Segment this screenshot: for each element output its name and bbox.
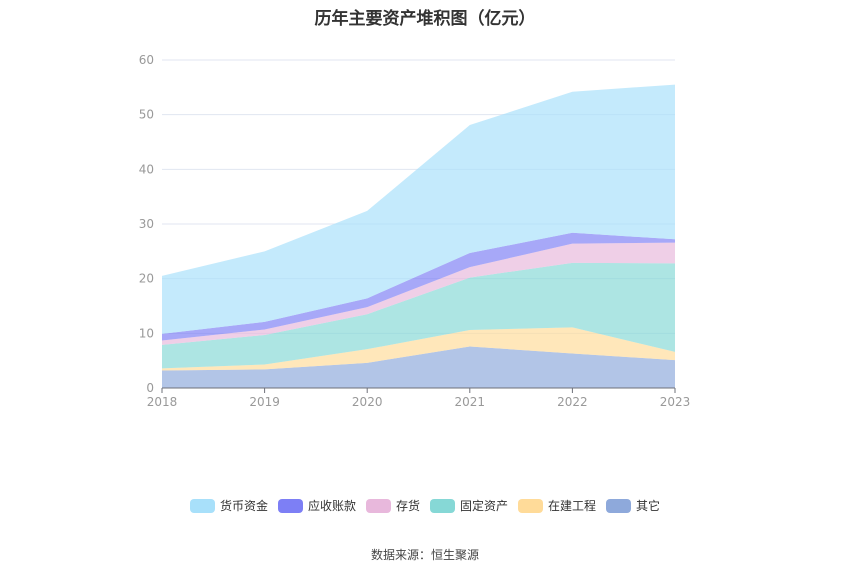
legend-label: 货币资金	[219, 499, 268, 513]
area-series-2	[162, 262, 675, 369]
area-series-0	[162, 346, 675, 388]
legend-swatch	[189, 498, 215, 513]
legend-swatch	[518, 498, 544, 513]
legend: 货币资金 应收账款 存货 固定资产 在建工程 其它	[0, 497, 850, 514]
y-tick-label: 40	[139, 162, 154, 176]
legend-item[interactable]: 应收账款	[277, 497, 356, 514]
chart-title: 历年主要资产堆积图（亿元）	[314, 9, 536, 29]
x-tick-label: 2021	[455, 395, 486, 409]
y-tick-label: 10	[139, 326, 154, 340]
legend-item[interactable]: 其它	[606, 497, 660, 514]
legend-label: 其它	[636, 499, 661, 513]
y-tick-label: 20	[139, 272, 154, 286]
legend-label: 固定资产	[460, 499, 509, 513]
legend-label: 在建工程	[548, 499, 597, 513]
legend-swatch	[277, 498, 303, 513]
area-layer	[162, 84, 675, 388]
legend-swatch	[365, 498, 391, 513]
legend-item[interactable]: 存货	[365, 497, 420, 514]
axis-layer: 0 10 20 30 40 50 60 2018 2019 2020 2021 2022 2023	[139, 53, 691, 409]
legend-label: 应收账款	[307, 499, 356, 513]
x-tick-label: 2022	[557, 395, 588, 409]
area-series-5	[162, 84, 675, 334]
x-tick-label: 2020	[352, 395, 383, 409]
legend-label: 存货	[395, 499, 420, 513]
y-tick-label: 60	[139, 53, 154, 67]
x-tick-label: 2019	[249, 395, 280, 409]
x-tick-label: 2018	[147, 395, 178, 409]
data-source-note: 数据来源：恒生聚源	[370, 548, 479, 562]
y-tick-label: 50	[139, 108, 154, 122]
area-series-3	[162, 242, 675, 345]
y-tick-label: 30	[139, 217, 154, 231]
legend-swatch	[606, 498, 632, 513]
legend-item[interactable]: 在建工程	[518, 497, 596, 514]
legend-item[interactable]: 货币资金	[189, 497, 268, 514]
legend-swatch	[430, 498, 455, 513]
area-series-1	[162, 327, 675, 371]
x-tick-label: 2023	[660, 395, 691, 409]
y-tick-label: 0	[146, 381, 154, 395]
area-series-4	[162, 232, 675, 341]
legend-item[interactable]: 固定资产	[430, 497, 508, 514]
